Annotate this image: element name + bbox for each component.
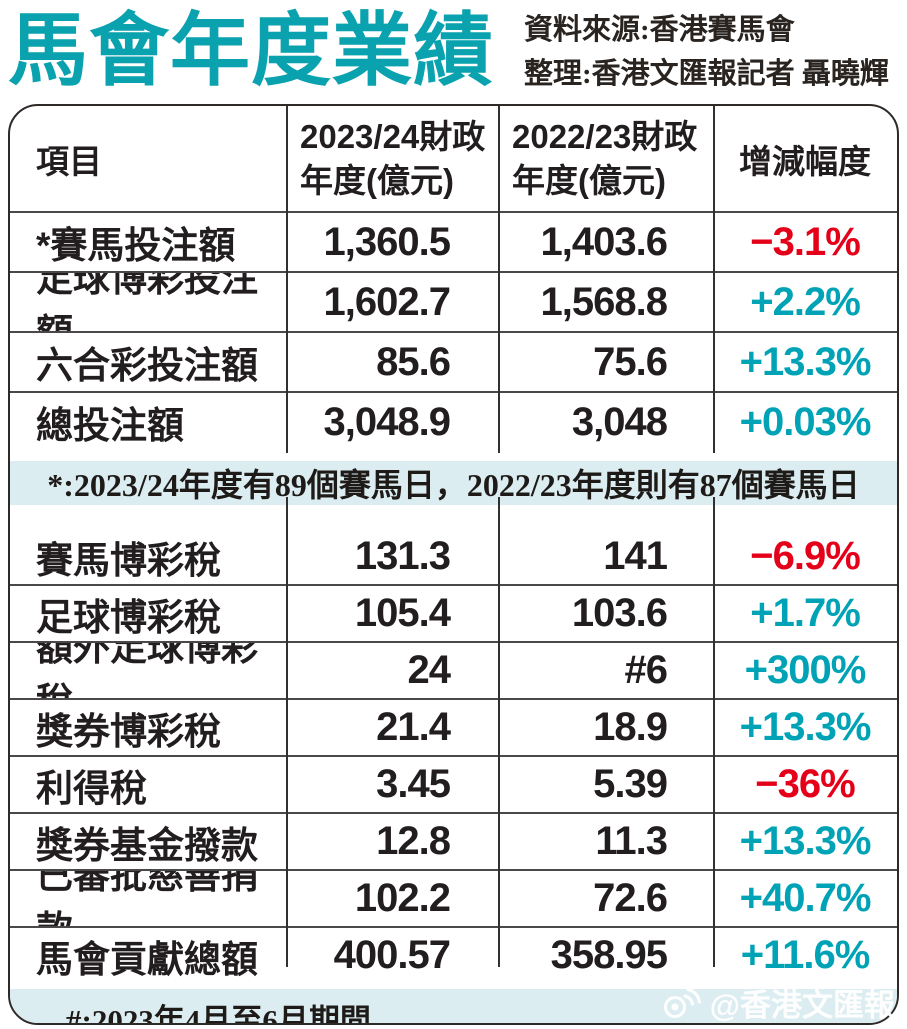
table-row: 馬會貢獻總額 400.57 358.95 +11.6% bbox=[10, 926, 897, 983]
value-fy2023-24: 24 bbox=[407, 648, 452, 692]
column-divider bbox=[713, 497, 715, 967]
credit-line: 整理:香港文匯報記者 聶曉輝 bbox=[524, 58, 889, 90]
source-block: 資料來源:香港賽馬會 整理:香港文匯報記者 聶曉輝 bbox=[524, 8, 907, 96]
header-change-col: 增減幅度 bbox=[739, 142, 871, 180]
header-fy2024-line1: 2023/24財政 bbox=[300, 117, 486, 155]
value-fy2023-24: 3,048.9 bbox=[323, 399, 451, 444]
value-fy2023-24: 131.3 bbox=[354, 534, 451, 578]
watermark-handle: @香港文匯報 bbox=[709, 988, 895, 1023]
column-divider bbox=[498, 106, 500, 453]
row-item-label: 賽馬博彩稅 bbox=[36, 539, 221, 581]
row-item-label: 獎券博彩稅 bbox=[36, 710, 221, 752]
value-fy2022-23: #6 bbox=[624, 648, 669, 692]
row-item-label: 獎券基金撥款 bbox=[36, 824, 258, 866]
value-fy2023-24: 400.57 bbox=[333, 933, 451, 977]
source-line: 資料來源:香港賽馬會 bbox=[524, 14, 795, 46]
change-value: −3.1% bbox=[750, 219, 861, 264]
value-fy2022-23: 75.6 bbox=[593, 339, 668, 384]
value-fy2022-23: 72.6 bbox=[593, 876, 668, 920]
change-value: −6.9% bbox=[750, 534, 861, 578]
change-value: −36% bbox=[755, 762, 855, 806]
weibo-icon bbox=[663, 987, 701, 1018]
value-fy2023-24: 85.6 bbox=[376, 339, 451, 384]
table-row: 獎券基金撥款 12.8 11.3 +13.3% bbox=[10, 812, 897, 869]
value-fy2023-24: 1,360.5 bbox=[323, 219, 451, 264]
value-fy2022-23: 141 bbox=[603, 534, 668, 578]
row-item-label: 馬會貢獻總額 bbox=[36, 938, 258, 980]
column-divider bbox=[286, 497, 288, 967]
page-title: 馬會年度業績 bbox=[8, 6, 494, 95]
column-divider bbox=[713, 106, 715, 453]
row-item-label: 利得稅 bbox=[36, 767, 147, 809]
change-value: +300% bbox=[744, 648, 867, 692]
column-divider bbox=[498, 497, 500, 967]
results-table: 項目 2023/24財政 年度(億元) 2022/23財政 年度(億元) 增減幅… bbox=[8, 104, 899, 1025]
footnote: #:2023年4月至6月期間 bbox=[10, 989, 897, 1023]
value-fy2023-24: 102.2 bbox=[354, 876, 451, 920]
header-fy2023-col: 2022/23財政 年度(億元) bbox=[498, 106, 713, 211]
value-fy2022-23: 1,568.8 bbox=[540, 279, 668, 324]
table-row: 六合彩投注額 85.6 75.6 +13.3% bbox=[10, 331, 897, 391]
watermark: @香港文匯報 bbox=[662, 980, 895, 1025]
row-item-label: *賽馬投注額 bbox=[36, 225, 236, 266]
table-row: 額外足球博彩稅 24 #6 +300% bbox=[10, 641, 897, 698]
change-value: +11.6% bbox=[740, 933, 871, 977]
row-item-label: 足球博彩投注額 bbox=[36, 273, 258, 331]
value-fy2022-23: 1,403.6 bbox=[540, 219, 668, 264]
spacer bbox=[10, 505, 897, 529]
change-value: +13.3% bbox=[739, 819, 872, 863]
table-row: 已審批慈善捐款 102.2 72.6 +40.7% bbox=[10, 869, 897, 926]
table-row: *賽馬投注額 1,360.5 1,403.6 −3.1% bbox=[10, 211, 897, 271]
header-fy2023-line2: 年度(億元) bbox=[512, 161, 666, 199]
table-header-row: 項目 2023/24財政 年度(億元) 2022/23財政 年度(億元) 增減幅… bbox=[10, 106, 897, 211]
value-fy2023-24: 3.45 bbox=[376, 762, 451, 806]
change-value: +0.03% bbox=[739, 399, 872, 444]
table-row: 獎券博彩稅 21.4 18.9 +13.3% bbox=[10, 698, 897, 755]
table-row: 利得稅 3.45 5.39 −36% bbox=[10, 755, 897, 812]
spacer bbox=[10, 451, 897, 461]
spacer bbox=[10, 983, 897, 989]
value-fy2022-23: 358.95 bbox=[550, 933, 668, 977]
header-fy2024-col: 2023/24財政 年度(億元) bbox=[286, 106, 498, 211]
change-value: +40.7% bbox=[739, 876, 872, 920]
value-fy2023-24: 1,602.7 bbox=[323, 279, 451, 324]
header-fy2024-line2: 年度(億元) bbox=[300, 161, 454, 199]
value-fy2022-23: 11.3 bbox=[595, 819, 668, 863]
value-fy2023-24: 21.4 bbox=[376, 705, 451, 749]
table-row: 足球博彩投注額 1,602.7 1,568.8 +2.2% bbox=[10, 271, 897, 331]
header-item-col: 項目 bbox=[36, 142, 102, 180]
table-row: 足球博彩稅 105.4 103.6 +1.7% bbox=[10, 584, 897, 641]
row-item-label: 總投注額 bbox=[36, 405, 184, 446]
race-days-note: *:2023/24年度有89個賽馬日，2022/23年度則有87個賽馬日 bbox=[10, 461, 897, 505]
row-item-label: 額外足球博彩稅 bbox=[36, 643, 258, 698]
value-fy2023-24: 12.8 bbox=[376, 819, 451, 863]
table-row: 賽馬博彩稅 131.3 141 −6.9% bbox=[10, 529, 897, 584]
masthead: 馬會年度業績 資料來源:香港賽馬會 整理:香港文匯報記者 聶曉輝 bbox=[0, 0, 907, 104]
value-fy2023-24: 105.4 bbox=[354, 591, 451, 635]
row-item-label: 足球博彩稅 bbox=[36, 596, 221, 638]
change-value: +1.7% bbox=[750, 591, 861, 635]
value-fy2022-23: 103.6 bbox=[571, 591, 668, 635]
change-value: +13.3% bbox=[739, 339, 872, 384]
row-item-label: 六合彩投注額 bbox=[36, 345, 258, 386]
value-fy2022-23: 5.39 bbox=[593, 762, 668, 806]
change-value: +2.2% bbox=[750, 279, 861, 324]
table-row: 總投注額 3,048.9 3,048 +0.03% bbox=[10, 391, 897, 451]
header-fy2023-line1: 2022/23財政 bbox=[512, 117, 698, 155]
value-fy2022-23: 18.9 bbox=[593, 705, 668, 749]
row-item-label: 已審批慈善捐款 bbox=[36, 871, 258, 926]
value-fy2022-23: 3,048 bbox=[571, 399, 668, 444]
change-value: +13.3% bbox=[739, 705, 872, 749]
column-divider bbox=[286, 106, 288, 453]
